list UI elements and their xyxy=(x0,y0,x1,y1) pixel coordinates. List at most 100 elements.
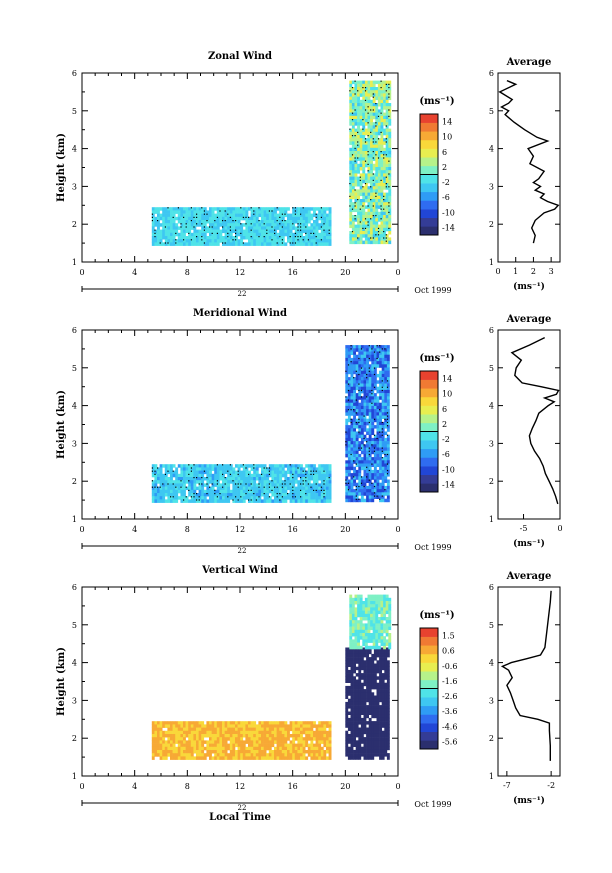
heatmap-cell xyxy=(266,499,270,503)
heatmap-cell xyxy=(276,207,280,211)
heatmap-cell xyxy=(224,210,228,214)
heatmap-cell xyxy=(284,473,288,478)
heatmap-cell xyxy=(151,467,155,471)
heatmap-cell xyxy=(281,213,285,218)
heatmap-cell xyxy=(229,740,233,744)
heatmap-cell xyxy=(229,207,233,211)
heatmap-cell xyxy=(350,409,354,413)
heatmap-cell xyxy=(355,692,359,696)
heatmap-cell xyxy=(353,431,356,435)
heatmap-cell xyxy=(224,746,228,751)
contour-dot xyxy=(328,232,330,234)
heatmap-cell xyxy=(250,489,254,494)
heatmap-cell xyxy=(167,499,171,503)
heatmap-cell xyxy=(386,418,390,423)
heatmap-cell xyxy=(388,103,392,107)
heatmap-cell xyxy=(305,464,309,468)
heatmap-cell xyxy=(379,389,382,394)
heatmap-cell xyxy=(159,213,163,218)
heatmap-cell xyxy=(198,721,202,725)
heatmap-cell xyxy=(388,211,392,216)
heatmap-cell xyxy=(323,477,327,481)
heatmap-cell xyxy=(190,493,194,497)
x-tick-label: 4 xyxy=(132,525,137,534)
heatmap-cell xyxy=(371,463,375,467)
heatmap-cell xyxy=(175,216,179,221)
contour-dot xyxy=(364,109,367,111)
contour-dot xyxy=(388,227,390,229)
avg-y-tick-label: 5 xyxy=(489,107,494,116)
heatmap-cell xyxy=(359,131,363,136)
heatmap-cell xyxy=(159,216,163,221)
heatmap-cell xyxy=(237,229,241,234)
heatmap-cell xyxy=(289,483,293,487)
heatmap-cell xyxy=(328,489,332,494)
heatmap-cell xyxy=(359,205,363,209)
contour-dot xyxy=(349,183,351,185)
heatmap-cell xyxy=(353,676,356,680)
heatmap-cell xyxy=(388,138,392,142)
heatmap-cell xyxy=(175,467,179,471)
heatmap-cell xyxy=(386,367,390,371)
heatmap-cell xyxy=(232,740,236,744)
heatmap-cell xyxy=(349,215,353,219)
heatmap-cell xyxy=(363,383,367,387)
heatmap-cell xyxy=(201,213,205,218)
heatmap-cell xyxy=(305,477,309,481)
heatmap-cell xyxy=(379,428,382,432)
heatmap-cell xyxy=(188,499,192,503)
heatmap-cell xyxy=(368,399,372,403)
heatmap-cell xyxy=(380,135,384,139)
heatmap-cell xyxy=(242,480,246,484)
contour-dot xyxy=(360,396,363,398)
heatmap-cell xyxy=(227,493,231,497)
heatmap-cell xyxy=(380,240,384,245)
heatmap-cell xyxy=(268,236,272,240)
heatmap-cell xyxy=(383,227,386,232)
heatmap-cell xyxy=(222,470,225,475)
heatmap-cell xyxy=(297,467,301,471)
heatmap-cell xyxy=(388,109,392,113)
heatmap-cell xyxy=(313,229,316,234)
heatmap-cell xyxy=(371,695,375,699)
heatmap-cell xyxy=(362,205,366,209)
contour-dot xyxy=(310,470,312,472)
heatmap-cell xyxy=(349,240,353,245)
heatmap-cell xyxy=(355,657,359,661)
heatmap-cell xyxy=(375,163,379,168)
heatmap-cell xyxy=(271,229,275,234)
heatmap-cell xyxy=(370,122,373,126)
contour-dot xyxy=(354,80,356,82)
heatmap-cell xyxy=(354,135,358,139)
heatmap-cell xyxy=(367,151,371,155)
heatmap-cell xyxy=(209,737,212,741)
heatmap-cell xyxy=(297,756,301,760)
heatmap-cell xyxy=(261,734,264,738)
heatmap-cell xyxy=(345,689,349,693)
heatmap-cell xyxy=(383,218,386,222)
heatmap-cell xyxy=(354,234,358,238)
heatmap-cell xyxy=(372,218,376,222)
heatmap-cell xyxy=(209,464,212,468)
heatmap-cell xyxy=(261,470,264,475)
heatmap-cell xyxy=(367,93,371,97)
heatmap-cell xyxy=(373,698,377,703)
heatmap-cell xyxy=(370,208,373,213)
heatmap-cell xyxy=(328,213,332,218)
heatmap-cell xyxy=(381,676,385,680)
heatmap-cell xyxy=(279,477,283,481)
heatmap-cell xyxy=(362,90,366,94)
heatmap-cell xyxy=(297,226,301,230)
heatmap-cell xyxy=(253,236,257,240)
heatmap-cell xyxy=(377,195,381,200)
heatmap-cell xyxy=(242,734,246,738)
heatmap-cell xyxy=(366,441,369,445)
contour-dot xyxy=(297,467,299,469)
heatmap-cell xyxy=(388,240,392,245)
contour-dot xyxy=(263,486,265,488)
heatmap-cell xyxy=(313,226,316,230)
heatmap-cell xyxy=(180,470,184,475)
heatmap-cell xyxy=(377,115,381,120)
heatmap-cell xyxy=(209,207,212,211)
